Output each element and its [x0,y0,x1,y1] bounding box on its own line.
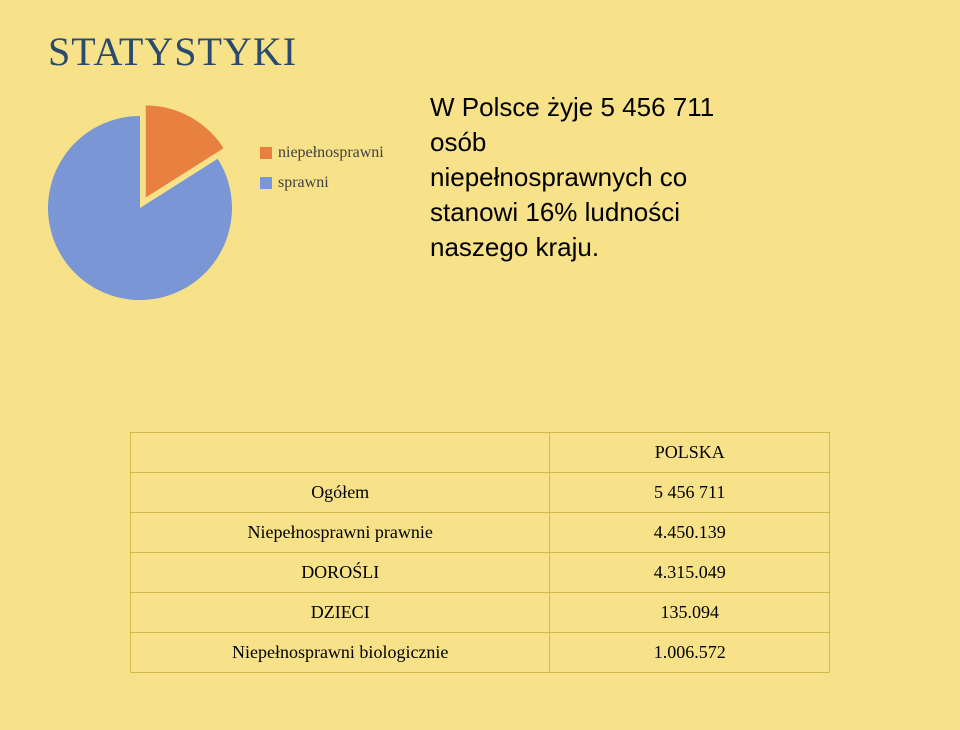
table-cell [131,433,550,473]
stats-table: POLSKA Ogółem 5 456 711 Niepełnosprawni … [130,432,830,673]
legend-item: sprawni [260,174,384,192]
table-cell: Niepełnosprawni prawnie [131,513,550,553]
table-row: DOROŚLI 4.315.049 [131,553,830,593]
table-cell: DOROŚLI [131,553,550,593]
table-row: POLSKA [131,433,830,473]
pie-chart [40,98,250,323]
pie-chart-svg [40,98,250,318]
slide-stage: STATYSTYKI niepełnosprawni sprawni W Pol… [0,0,960,730]
table-cell: POLSKA [550,433,830,473]
table-row: Niepełnosprawni prawnie 4.450.139 [131,513,830,553]
legend-label: niepełnosprawni [278,144,384,162]
table-row: DZIECI 135.094 [131,593,830,633]
chart-legend: niepełnosprawni sprawni [260,144,384,204]
legend-label: sprawni [278,174,329,192]
table-cell: DZIECI [131,593,550,633]
legend-swatch-1 [260,177,272,189]
table-row: Niepełnosprawni biologicznie 1.006.572 [131,633,830,673]
legend-item: niepełnosprawni [260,144,384,162]
body-line: naszego kraju. [430,230,930,265]
table-cell: 4.450.139 [550,513,830,553]
table-cell: 4.315.049 [550,553,830,593]
table-cell: Niepełnosprawni biologicznie [131,633,550,673]
legend-swatch-0 [260,147,272,159]
body-text: W Polsce żyje 5 456 711 osób niepełnospr… [430,90,930,265]
body-line: niepełnosprawnych co [430,160,930,195]
page-title: STATYSTYKI [48,28,297,75]
table-cell: 135.094 [550,593,830,633]
body-line: W Polsce żyje 5 456 711 [430,90,930,125]
table-row: Ogółem 5 456 711 [131,473,830,513]
table-cell: Ogółem [131,473,550,513]
body-line: osób [430,125,930,160]
table-cell: 1.006.572 [550,633,830,673]
table-cell: 5 456 711 [550,473,830,513]
body-line: stanowi 16% ludności [430,195,930,230]
